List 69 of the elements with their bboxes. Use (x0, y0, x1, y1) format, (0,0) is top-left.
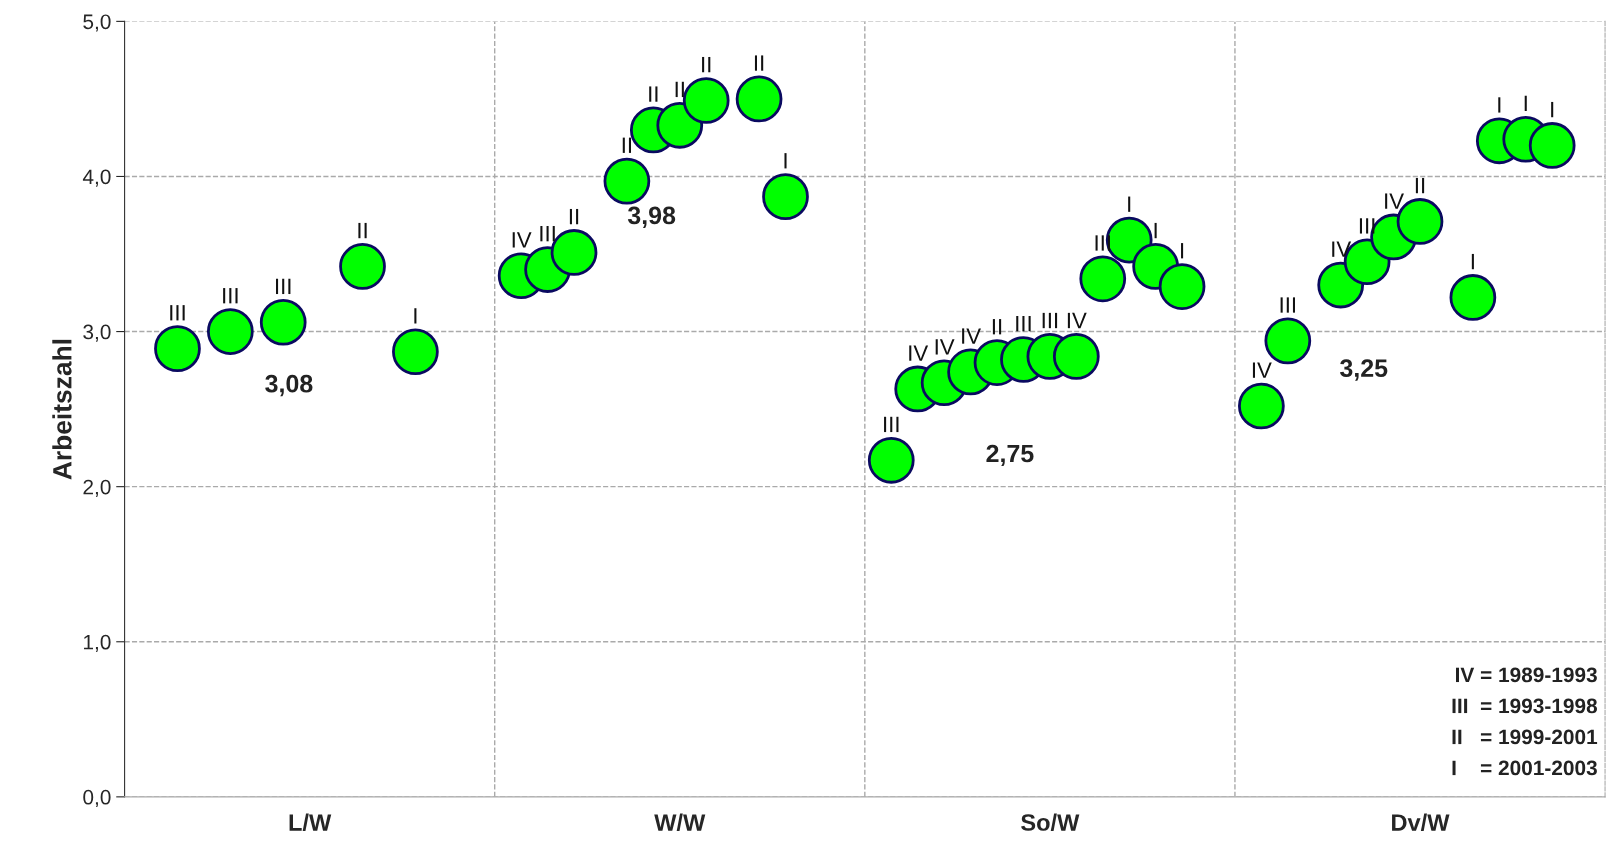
data-label: IV (935, 339, 955, 355)
y-tick-label: 1,0 (84, 634, 111, 652)
point (1158, 263, 1206, 310)
data-label: III (1359, 218, 1375, 234)
x-tick-label: L/W (289, 813, 332, 832)
data-label: I (414, 308, 417, 324)
data-label: III (223, 288, 238, 304)
point (682, 77, 730, 124)
data-label: II (622, 137, 632, 153)
x-tick-label: W/W (654, 813, 706, 832)
point (603, 157, 651, 205)
y-tick-label: 5,0 (83, 14, 111, 32)
data-label: II (649, 86, 658, 102)
point (392, 328, 439, 376)
point (1052, 333, 1100, 380)
point (1449, 274, 1497, 321)
data-label: II (702, 56, 711, 73)
data-label: II (675, 81, 684, 98)
data-label: IV (1252, 362, 1272, 378)
data-label: IV (962, 328, 981, 344)
data-label: III (276, 278, 291, 295)
annotation: III = 1993-1998 (1452, 698, 1598, 714)
y-axis-title: Arbeitszahl (52, 339, 72, 480)
data-label: II (992, 319, 1002, 335)
data-label: I (1154, 222, 1157, 239)
data-label: III (884, 416, 899, 433)
data-label: I (1551, 101, 1554, 118)
data-label: I (1498, 97, 1501, 113)
data-label: I (1128, 196, 1131, 212)
x-tick-label: So/W (1021, 813, 1080, 832)
annotation: 3,08 (265, 374, 313, 397)
y-tick-label: 0,0 (83, 789, 111, 808)
annotation: 3,25 (1339, 359, 1388, 381)
annotation: 3,98 (627, 206, 676, 228)
data-label: I (1181, 243, 1184, 259)
point (206, 308, 254, 355)
data-label: I (1471, 253, 1474, 270)
data-label: IV (1385, 193, 1404, 209)
point (735, 75, 783, 123)
y-tick-label: 2,0 (83, 479, 111, 497)
data-label: I (784, 153, 787, 169)
annotation: I = 2001-2003 (1452, 760, 1597, 776)
data-label: IV (1067, 312, 1087, 329)
data-label: II (358, 222, 367, 239)
data-label: IV (512, 232, 532, 248)
point (154, 325, 201, 372)
data-label: III (1016, 315, 1031, 332)
point (339, 243, 386, 290)
annotation: IV = 1989-1993 (1456, 667, 1597, 683)
point (762, 173, 809, 220)
annotation: 2,75 (986, 444, 1034, 466)
data-label: III (1042, 312, 1058, 329)
x-tick-label: Dv/W (1392, 813, 1450, 832)
point (259, 298, 307, 346)
point (867, 436, 915, 484)
data-label: III (540, 226, 555, 242)
data-label: III (1280, 297, 1296, 313)
y-tick-label: 4,0 (82, 169, 111, 187)
y-tick-label: 3,0 (83, 324, 111, 342)
point (1528, 122, 1576, 169)
data-label: I (1524, 95, 1527, 112)
data-label: III (170, 305, 185, 321)
data-label: II (569, 208, 579, 225)
data-label: II (1415, 177, 1425, 194)
point (1238, 382, 1285, 430)
point (1079, 255, 1127, 303)
annotation: II = 1999-2001 (1452, 729, 1598, 745)
data-label: IV (909, 345, 929, 361)
data-label: II (754, 55, 764, 71)
